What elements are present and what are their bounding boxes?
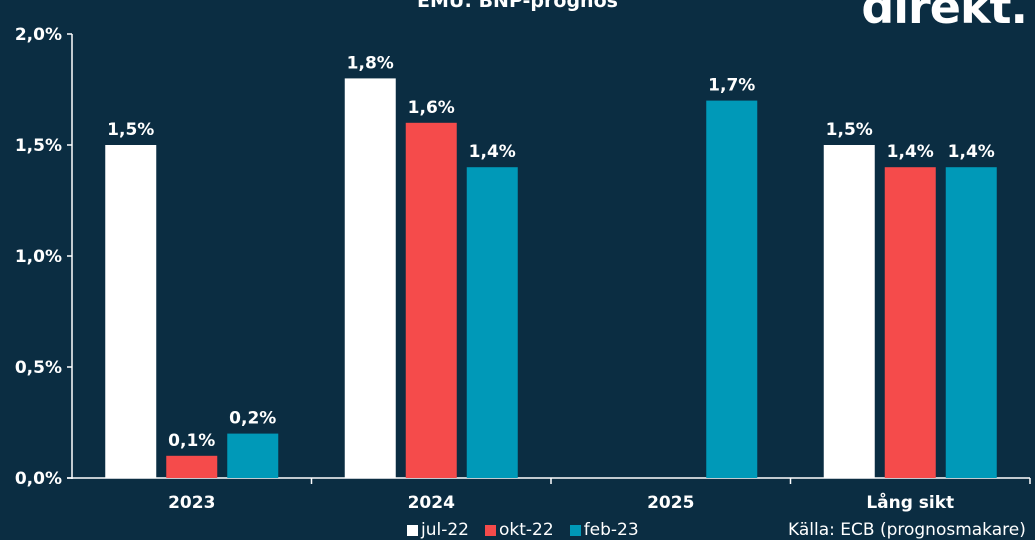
legend-item: okt-22 (485, 520, 554, 540)
data-label: 0,1% (168, 431, 215, 451)
bar-feb-23 (227, 433, 279, 478)
bar-okt-22 (884, 167, 936, 478)
legend-item: jul-22 (407, 520, 469, 540)
data-label: 1,7% (708, 76, 755, 96)
legend-swatch (485, 524, 496, 536)
data-label: 1,4% (469, 142, 516, 162)
x-tick-label: 2024 (408, 493, 455, 513)
x-tick-label: Lång sikt (866, 491, 954, 513)
y-tick-label: 1,5% (15, 136, 62, 156)
legend: jul-22 okt-22 feb-23 (407, 520, 639, 540)
data-label: 1,4% (887, 142, 934, 162)
y-tick-label: 0,0% (15, 469, 62, 489)
chart-title: EMU: BNP-prognos (417, 0, 618, 12)
data-label: 0,2% (229, 409, 276, 429)
bar-feb-23 (466, 167, 518, 478)
legend-label: jul-22 (421, 520, 469, 540)
data-label: 1,6% (408, 98, 455, 118)
legend-item: feb-23 (569, 520, 639, 540)
logo: direkt. (861, 0, 1028, 34)
bar-okt-22 (405, 122, 457, 479)
bar-feb-23 (945, 167, 997, 478)
legend-swatch (569, 524, 581, 536)
data-label: 1,5% (107, 120, 154, 140)
x-tick-label: 2025 (647, 493, 694, 513)
data-label: 1,5% (826, 120, 873, 140)
legend-label: okt-22 (499, 520, 554, 540)
legend-label: feb-23 (583, 520, 639, 540)
bar-jul-22 (344, 78, 396, 479)
y-tick-label: 0,5% (15, 358, 62, 378)
data-label: 1,8% (347, 53, 394, 73)
bar-feb-23 (706, 100, 758, 478)
source-note: Källa: ECB (prognosmakare) (788, 520, 1026, 540)
bar-jul-22 (105, 145, 157, 478)
bar-jul-22 (823, 145, 875, 478)
x-tick-label: 2023 (168, 493, 215, 513)
y-tick-label: 1,0% (15, 247, 62, 267)
bar-okt-22 (166, 455, 218, 478)
legend-swatch (407, 524, 418, 536)
data-label: 1,4% (948, 142, 995, 162)
y-tick-label: 2,0% (15, 25, 62, 45)
